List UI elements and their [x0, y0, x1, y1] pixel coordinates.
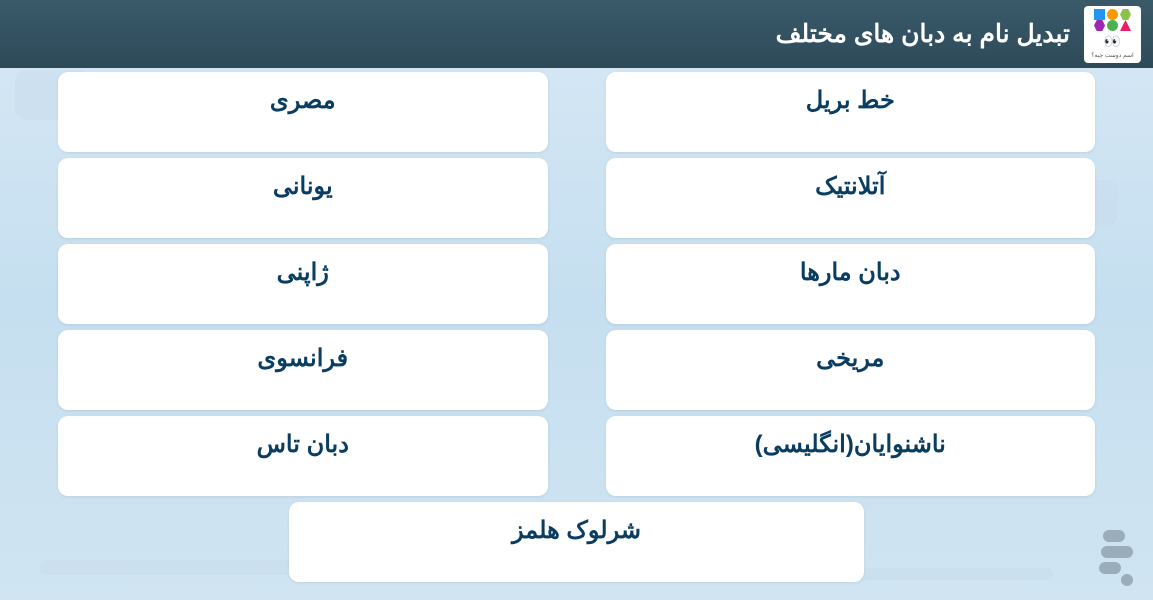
app-icon: 👀 اسم دوست چیه؟: [1084, 6, 1141, 63]
card-label: خط بریل: [806, 86, 895, 115]
card-label: ژاپنی: [277, 258, 329, 287]
app-icon-label: اسم دوست چیه؟: [1091, 52, 1133, 59]
language-card-sherlock[interactable]: شرلوک هلمز: [289, 502, 865, 582]
language-card-martian[interactable]: مریخی: [606, 330, 1096, 410]
language-card-french[interactable]: فرانسوی: [58, 330, 548, 410]
language-grid-container: خط بریل مصری آتلانتیک یونانی دبان مارها …: [0, 68, 1153, 592]
card-label: آتلانتیک: [815, 172, 885, 201]
card-label: یونانی: [273, 172, 333, 201]
store-watermark-icon: [1083, 530, 1133, 585]
card-label: دبان تاس: [257, 430, 349, 459]
card-label: مصری: [270, 86, 336, 115]
card-label: ناشنوایان(انگلیسی): [755, 430, 946, 459]
app-header: 👀 اسم دوست چیه؟ تبدیل نام به دبان های مخ…: [0, 0, 1153, 68]
card-label: دبان مارها: [800, 258, 901, 287]
card-label: مریخی: [816, 344, 884, 373]
language-card-atlantic[interactable]: آتلانتیک: [606, 158, 1096, 238]
language-card-snakes[interactable]: دبان مارها: [606, 244, 1096, 324]
language-card-egyptian[interactable]: مصری: [58, 72, 548, 152]
language-card-deaf-english[interactable]: ناشنوایان(انگلیسی): [606, 416, 1096, 496]
language-card-japanese[interactable]: ژاپنی: [58, 244, 548, 324]
card-label: فرانسوی: [257, 344, 348, 373]
page-title: تبدیل نام به دبان های مختلف: [776, 19, 1070, 49]
language-card-dice[interactable]: دبان تاس: [58, 416, 548, 496]
card-label: شرلوک هلمز: [512, 516, 641, 545]
language-card-greek[interactable]: یونانی: [58, 158, 548, 238]
language-card-braille[interactable]: خط بریل: [606, 72, 1096, 152]
